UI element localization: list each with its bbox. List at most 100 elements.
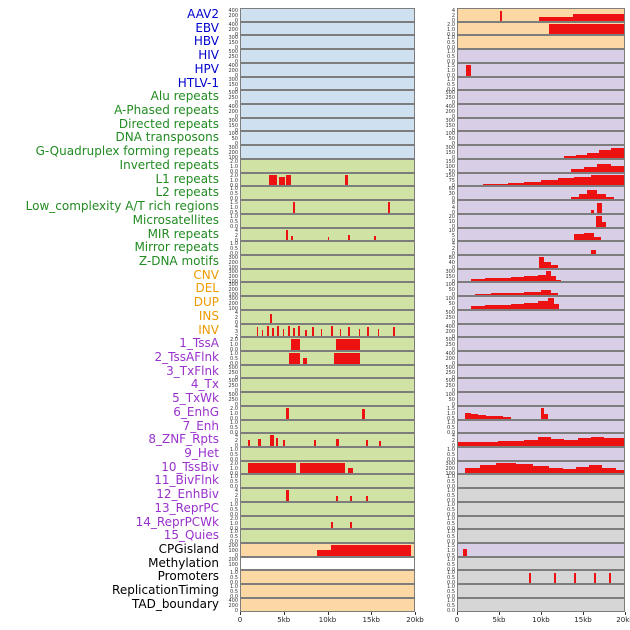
track-plot-right-alu-repeats bbox=[457, 90, 625, 105]
panel-gap bbox=[415, 557, 441, 571]
track-label-inverted-repeats: Inverted repeats bbox=[119, 157, 219, 172]
y-tick-label: 300 bbox=[228, 35, 238, 42]
signal-bar bbox=[291, 236, 293, 241]
y-axis-ticks-right-10-tssbiv: 300 200 100 bbox=[441, 460, 457, 476]
y-tick-label: 2 bbox=[234, 232, 238, 239]
y-tick-label: 0.0 bbox=[230, 484, 238, 491]
signal-bar bbox=[484, 305, 498, 309]
signal-bar bbox=[579, 193, 588, 200]
track-plot-left-tad-boundary bbox=[240, 597, 415, 612]
signal-bar bbox=[496, 463, 517, 474]
y-tick-label: 0.0 bbox=[230, 360, 238, 367]
y-tick-label: 0.0 bbox=[447, 31, 455, 38]
y-axis-ticks-left-a-phased-repeats: 400 200 0 bbox=[224, 104, 240, 120]
track-row-5-txwk: 5_TxWk 500 250 0 100 50 0 bbox=[0, 391, 630, 408]
y-axis-ticks-left-microsatellites: 1.0 0.5 0.0 bbox=[224, 214, 240, 229]
signal-bar bbox=[537, 274, 546, 282]
track-plot-right-tad-boundary bbox=[457, 597, 625, 612]
signal-bar bbox=[471, 441, 485, 446]
track-row-12-enhbiv: 12_EnhBiv 4 2 0 1.0 0.5 0.0 bbox=[0, 487, 630, 504]
y-axis-ticks-right-inverted-repeats: 150 100 50 bbox=[441, 159, 457, 174]
y-tick-label: 1.0 bbox=[447, 515, 455, 522]
signal-bar bbox=[330, 544, 411, 556]
signal-bar bbox=[524, 291, 541, 296]
y-tick-label: 1.0 bbox=[230, 584, 238, 591]
y-axis-ticks-left-promoters: 1.0 0.5 0.0 bbox=[224, 570, 240, 587]
y-tick-label: 0.5 bbox=[447, 54, 455, 61]
signal-bar bbox=[268, 174, 278, 186]
y-axis-ticks-left-inverted-repeats: 2.0 1.0 0.0 bbox=[224, 159, 240, 174]
y-tick-label: 1.0 bbox=[230, 350, 238, 357]
y-tick-label: 2 bbox=[234, 493, 238, 500]
track-label-2-tssaflnk: 2_TssAFlnk bbox=[154, 349, 219, 364]
y-tick-label: 250 bbox=[228, 369, 238, 376]
y-tick-label: 1.0 bbox=[447, 548, 455, 555]
y-tick-label: 300 bbox=[445, 460, 455, 467]
y-tick-label: 0.0 bbox=[230, 580, 238, 587]
track-plot-right-13-reprpc bbox=[457, 501, 625, 516]
y-axis-ticks-left-1-tssa: 2.0 1.0 0.0 bbox=[224, 337, 240, 353]
y-axis-ticks-left-htlv-1: 300 150 0 bbox=[224, 77, 240, 92]
track-row-cnv: CNV 300 200 100 300 150 0 bbox=[0, 267, 630, 285]
y-tick-label: 2 bbox=[451, 438, 455, 445]
track-row-htlv-1: HTLV-1 300 150 0 1.0 0.5 0.0 bbox=[0, 76, 630, 92]
track-row-inverted-repeats: Inverted repeats 2.0 1.0 0.0 150 100 50 bbox=[0, 157, 630, 174]
track-label-hpv: HPV bbox=[194, 61, 219, 76]
y-tick-label: 0.5 bbox=[447, 561, 455, 568]
track-plot-left-directed-repeats bbox=[240, 117, 415, 132]
signal-bar bbox=[575, 154, 588, 158]
signal-bar bbox=[466, 65, 472, 76]
y-axis-ticks-right-microsatellites: 20 10 0 bbox=[441, 213, 457, 229]
track-plot-left-inv bbox=[240, 323, 415, 338]
y-axis-ticks-left-4-tx: 500 250 0 bbox=[224, 378, 240, 394]
track-label-l1-repeats: L1 repeats bbox=[155, 171, 220, 186]
panel-gap bbox=[415, 8, 441, 22]
y-tick-label: 0.0 bbox=[447, 594, 455, 601]
y-tick-label: 200 bbox=[228, 602, 238, 609]
track-label-hiv: HIV bbox=[198, 48, 219, 63]
y-axis-ticks-left-l2-repeats: 1.0 0.5 0.0 bbox=[224, 186, 240, 202]
signal-bar bbox=[507, 183, 525, 186]
y-tick-label: 0.0 bbox=[447, 72, 455, 79]
track-label-cnv: CNV bbox=[193, 267, 219, 282]
y-tick-label: 20 bbox=[448, 213, 455, 220]
y-axis-ticks-right-1-tssa: 500 250 0 bbox=[441, 337, 457, 353]
y-tick-label: 1.0 bbox=[447, 584, 455, 591]
signal-bar bbox=[261, 329, 264, 337]
signal-bar bbox=[550, 438, 565, 446]
y-tick-label: 0 bbox=[451, 388, 455, 395]
y-tick-label: 0.0 bbox=[447, 580, 455, 587]
y-tick-label: 1.0 bbox=[447, 447, 455, 453]
signal-bar bbox=[511, 303, 525, 309]
track-plot-left-1-tssa bbox=[240, 337, 415, 351]
y-tick-label: 1.0 bbox=[230, 465, 238, 472]
track-label-dup: DUP bbox=[193, 295, 219, 310]
signal-bar bbox=[584, 232, 595, 241]
y-tick-label: 1.0 bbox=[230, 501, 238, 508]
track-label-hbv: HBV bbox=[193, 34, 219, 49]
y-tick-label: 1.0 bbox=[447, 35, 455, 42]
y-tick-label: 200 bbox=[228, 556, 238, 563]
y-axis-ticks-left-mirror-repeats: 1.0 0.5 0.0 bbox=[224, 241, 240, 257]
signal-bar bbox=[574, 572, 577, 584]
signal-bar bbox=[539, 16, 573, 21]
track-label-aav2: AAV2 bbox=[187, 7, 219, 21]
signal-bar bbox=[511, 277, 525, 282]
track-row-directed-repeats: Directed repeats 300 150 0 300 150 0 bbox=[0, 117, 630, 133]
y-axis-ticks-left-alu-repeats: 500 250 0 bbox=[224, 90, 240, 106]
y-axis-ticks-right-htlv-1: 1.0 0.5 0.0 bbox=[441, 77, 457, 92]
track-row-15-quies: 15_Quies 1.0 0.5 0.0 1.0 0.5 0.0 bbox=[0, 529, 630, 545]
y-tick-label: 100 bbox=[228, 278, 238, 285]
y-tick-label: 4 bbox=[451, 205, 455, 212]
y-tick-label: 0 bbox=[451, 443, 455, 450]
signal-bar bbox=[549, 24, 624, 35]
y-tick-label: 0 bbox=[451, 155, 455, 162]
y-axis-ticks-left-10-tssbiv: 2.0 1.0 0.0 bbox=[224, 461, 240, 476]
y-tick-label: 1.0 bbox=[447, 529, 455, 536]
track-plot-right-hpv bbox=[457, 62, 625, 77]
signal-bar bbox=[344, 174, 348, 186]
y-axis-ticks-left-ebv: 400 200 0 bbox=[224, 22, 240, 37]
y-tick-label: 75 bbox=[448, 177, 455, 184]
panel-gap bbox=[415, 63, 441, 77]
